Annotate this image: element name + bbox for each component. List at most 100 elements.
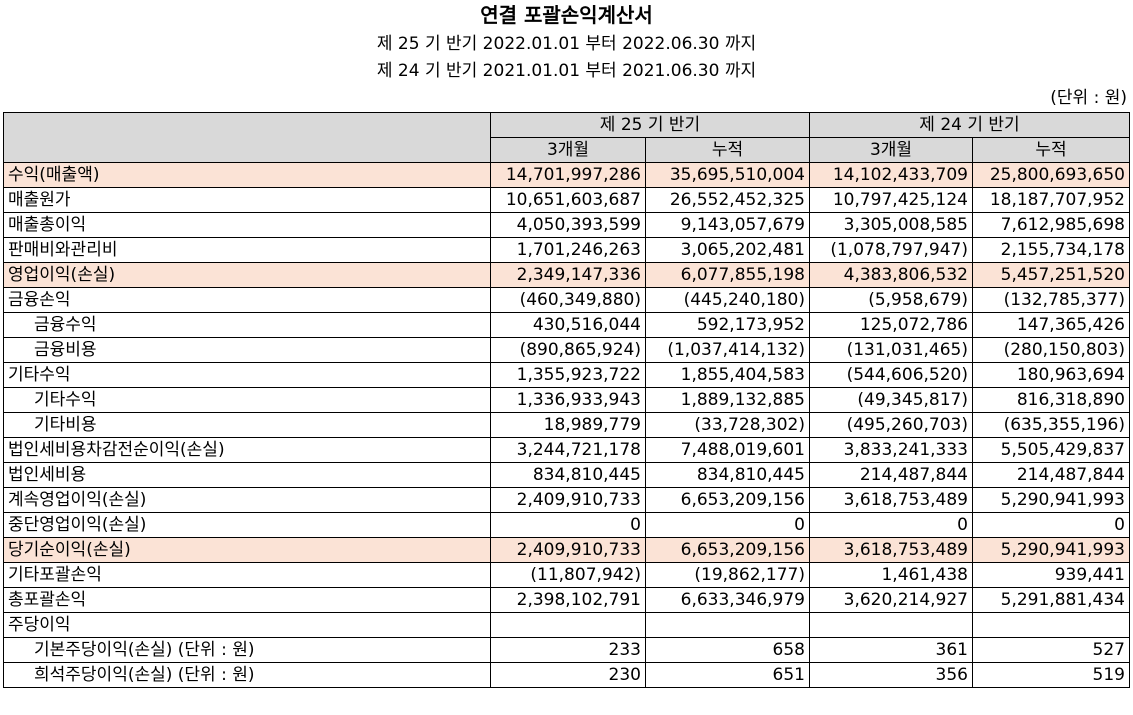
row-label: 계속영업이익(손실) bbox=[3, 487, 491, 513]
row-label: 총포괄손익 bbox=[3, 587, 491, 613]
row-label: 기타비용 bbox=[3, 412, 491, 438]
current-3months-value: 1,355,923,722 bbox=[490, 362, 646, 388]
statement-body: 수익(매출액) 14,701,997,286 35,695,510,004 14,10… bbox=[3, 162, 1130, 688]
current-3months-value: 2,398,102,791 bbox=[490, 587, 646, 613]
current-3months-value: 2,409,910,733 bbox=[490, 487, 646, 513]
current-3months-value: 3,244,721,178 bbox=[490, 437, 646, 463]
current-3months-value: 2,409,910,733 bbox=[490, 537, 646, 563]
table-row: 기본주당이익(손실) (단위 : 원) 233 658 361 527 bbox=[3, 637, 1130, 663]
prior-cumulative-value: 147,365,426 bbox=[972, 312, 1130, 338]
row-label: 중단영업이익(손실) bbox=[3, 512, 491, 538]
row-label: 금융수익 bbox=[3, 312, 491, 338]
prior-3months-value: (544,606,520) bbox=[809, 362, 973, 388]
header-prior-cumulative: 누적 bbox=[972, 137, 1130, 163]
table-row: 기타포괄손익 (11,807,942) (19,862,177) 1,461,438 9… bbox=[3, 562, 1130, 588]
current-cumulative-value: 1,889,132,885 bbox=[645, 387, 810, 413]
table-row: 희석주당이익(손실) (단위 : 원) 230 651 356 519 bbox=[3, 662, 1130, 688]
table-row: 금융비용 (890,865,924) (1,037,414,132) (131,031… bbox=[3, 337, 1130, 363]
row-label: 법인세비용 bbox=[3, 462, 491, 488]
statement-title: 연결 포괄손익계산서 bbox=[480, 3, 653, 27]
prior-cumulative-value: 2,155,734,178 bbox=[972, 237, 1130, 263]
row-label: 기타수익 bbox=[3, 362, 491, 388]
current-cumulative-value: 651 bbox=[645, 662, 810, 688]
current-3months-value: 430,516,044 bbox=[490, 312, 646, 338]
current-3months-value: (11,807,942) bbox=[490, 562, 646, 588]
current-cumulative-value: (1,037,414,132) bbox=[645, 337, 810, 363]
prior-3months-value: 3,618,753,489 bbox=[809, 537, 973, 563]
current-3months-value: 4,050,393,599 bbox=[490, 212, 646, 238]
table-row: 영업이익(손실) 2,349,147,336 6,077,855,198 4,383,… bbox=[3, 262, 1130, 288]
table-row: 수익(매출액) 14,701,997,286 35,695,510,004 14,10… bbox=[3, 162, 1130, 188]
row-label: 금융비용 bbox=[3, 337, 491, 363]
current-3months-value: 2,349,147,336 bbox=[490, 262, 646, 288]
table-row: 총포괄손익 2,398,102,791 6,633,346,979 3,620,214… bbox=[3, 587, 1130, 613]
prior-3months-value: 214,487,844 bbox=[809, 462, 973, 488]
prior-3months-value: 361 bbox=[809, 637, 973, 663]
header-period-current: 제 25 기 반기 bbox=[490, 112, 810, 138]
prior-3months-value: 3,620,214,927 bbox=[809, 587, 973, 613]
current-3months-value: 230 bbox=[490, 662, 646, 688]
prior-cumulative-value: 5,457,251,520 bbox=[972, 262, 1130, 288]
prior-cumulative-value bbox=[972, 612, 1130, 638]
current-3months-value: 10,651,603,687 bbox=[490, 187, 646, 213]
current-cumulative-value: 7,488,019,601 bbox=[645, 437, 810, 463]
prior-3months-value: 0 bbox=[809, 512, 973, 538]
current-cumulative-value: 6,653,209,156 bbox=[645, 487, 810, 513]
header-row-group: 제 25 기 반기 제 24 기 반기 bbox=[3, 112, 1130, 163]
prior-cumulative-value: 0 bbox=[972, 512, 1130, 538]
current-cumulative-value: 3,065,202,481 bbox=[645, 237, 810, 263]
prior-3months-value: 10,797,425,124 bbox=[809, 187, 973, 213]
prior-3months-value bbox=[809, 612, 973, 638]
current-3months-value: 0 bbox=[490, 512, 646, 538]
table-row: 기타비용 18,989,779 (33,728,302) (495,260,703)(… bbox=[3, 412, 1130, 438]
current-cumulative-value: 658 bbox=[645, 637, 810, 663]
prior-3months-value: 125,072,786 bbox=[809, 312, 973, 338]
table-row: 금융수익 430,516,044 592,173,952 125,072,786 147… bbox=[3, 312, 1130, 338]
prior-3months-value: 14,102,433,709 bbox=[809, 162, 973, 188]
table-row: 법인세비용차감전순이익(손실) 3,244,721,178 7,488,019,60… bbox=[3, 437, 1130, 463]
row-label: 당기순이익(손실) bbox=[3, 537, 491, 563]
row-label: 영업이익(손실) bbox=[3, 262, 491, 288]
current-3months-value: 1,701,246,263 bbox=[490, 237, 646, 263]
prior-cumulative-value: 816,318,890 bbox=[972, 387, 1130, 413]
current-cumulative-value: 6,653,209,156 bbox=[645, 537, 810, 563]
table-row: 당기순이익(손실) 2,409,910,733 6,653,209,156 3,618… bbox=[3, 537, 1130, 563]
table-row: 금융손익 (460,349,880) (445,240,180) (5,958,679… bbox=[3, 287, 1130, 313]
table-row: 매출총이익 4,050,393,599 9,143,057,679 3,305,008… bbox=[3, 212, 1130, 238]
current-cumulative-value bbox=[645, 612, 810, 638]
row-label: 기타포괄손익 bbox=[3, 562, 491, 588]
table-row: 법인세비용 834,810,445 834,810,445 214,487,844 21… bbox=[3, 462, 1130, 488]
unit-label: (단위 : 원) bbox=[1050, 88, 1127, 108]
current-cumulative-value: 35,695,510,004 bbox=[645, 162, 810, 188]
period-current: 제 25 기 반기 2022.01.01 부터 2022.06.30 까지 bbox=[376, 34, 757, 54]
prior-cumulative-value: (132,785,377) bbox=[972, 287, 1130, 313]
current-3months-value: 233 bbox=[490, 637, 646, 663]
current-cumulative-value: 26,552,452,325 bbox=[645, 187, 810, 213]
table-row: 기타수익 1,355,923,722 1,855,404,583 (544,606,5… bbox=[3, 362, 1130, 388]
current-cumulative-value: 9,143,057,679 bbox=[645, 212, 810, 238]
prior-cumulative-value: 5,291,881,434 bbox=[972, 587, 1130, 613]
row-label: 기타수익 bbox=[3, 387, 491, 413]
prior-3months-value: (5,958,679) bbox=[809, 287, 973, 313]
row-label: 금융손익 bbox=[3, 287, 491, 313]
header-row-sub: 3개월 누적 3개월 누적 bbox=[4, 137, 1130, 163]
current-3months-value: 14,701,997,286 bbox=[490, 162, 646, 188]
prior-cumulative-value: 5,505,429,837 bbox=[972, 437, 1130, 463]
header-period-prior: 제 24 기 반기 bbox=[809, 112, 1130, 138]
prior-3months-value: 3,618,753,489 bbox=[809, 487, 973, 513]
header-item-cell bbox=[3, 112, 491, 163]
prior-cumulative-value: 939,441 bbox=[972, 562, 1130, 588]
current-cumulative-value: (33,728,302) bbox=[645, 412, 810, 438]
prior-cumulative-value: (635,355,196) bbox=[972, 412, 1130, 438]
prior-cumulative-value: 5,290,941,993 bbox=[972, 537, 1130, 563]
prior-cumulative-value: 18,187,707,952 bbox=[972, 187, 1130, 213]
current-3months-value: 1,336,933,943 bbox=[490, 387, 646, 413]
prior-3months-value: (495,260,703) bbox=[809, 412, 973, 438]
period-prior: 제 24 기 반기 2021.01.01 부터 2021.06.30 까지 bbox=[376, 61, 757, 81]
header-current-3months: 3개월 bbox=[490, 137, 646, 163]
current-3months-value: (460,349,880) bbox=[490, 287, 646, 313]
prior-cumulative-value: 5,290,941,993 bbox=[972, 487, 1130, 513]
income-statement-table: 제 25 기 반기 제 24 기 반기 3개월 누적 3개월 누적 수익(매출액… bbox=[3, 112, 1130, 688]
current-cumulative-value: (19,862,177) bbox=[645, 562, 810, 588]
prior-cumulative-value: 214,487,844 bbox=[972, 462, 1130, 488]
